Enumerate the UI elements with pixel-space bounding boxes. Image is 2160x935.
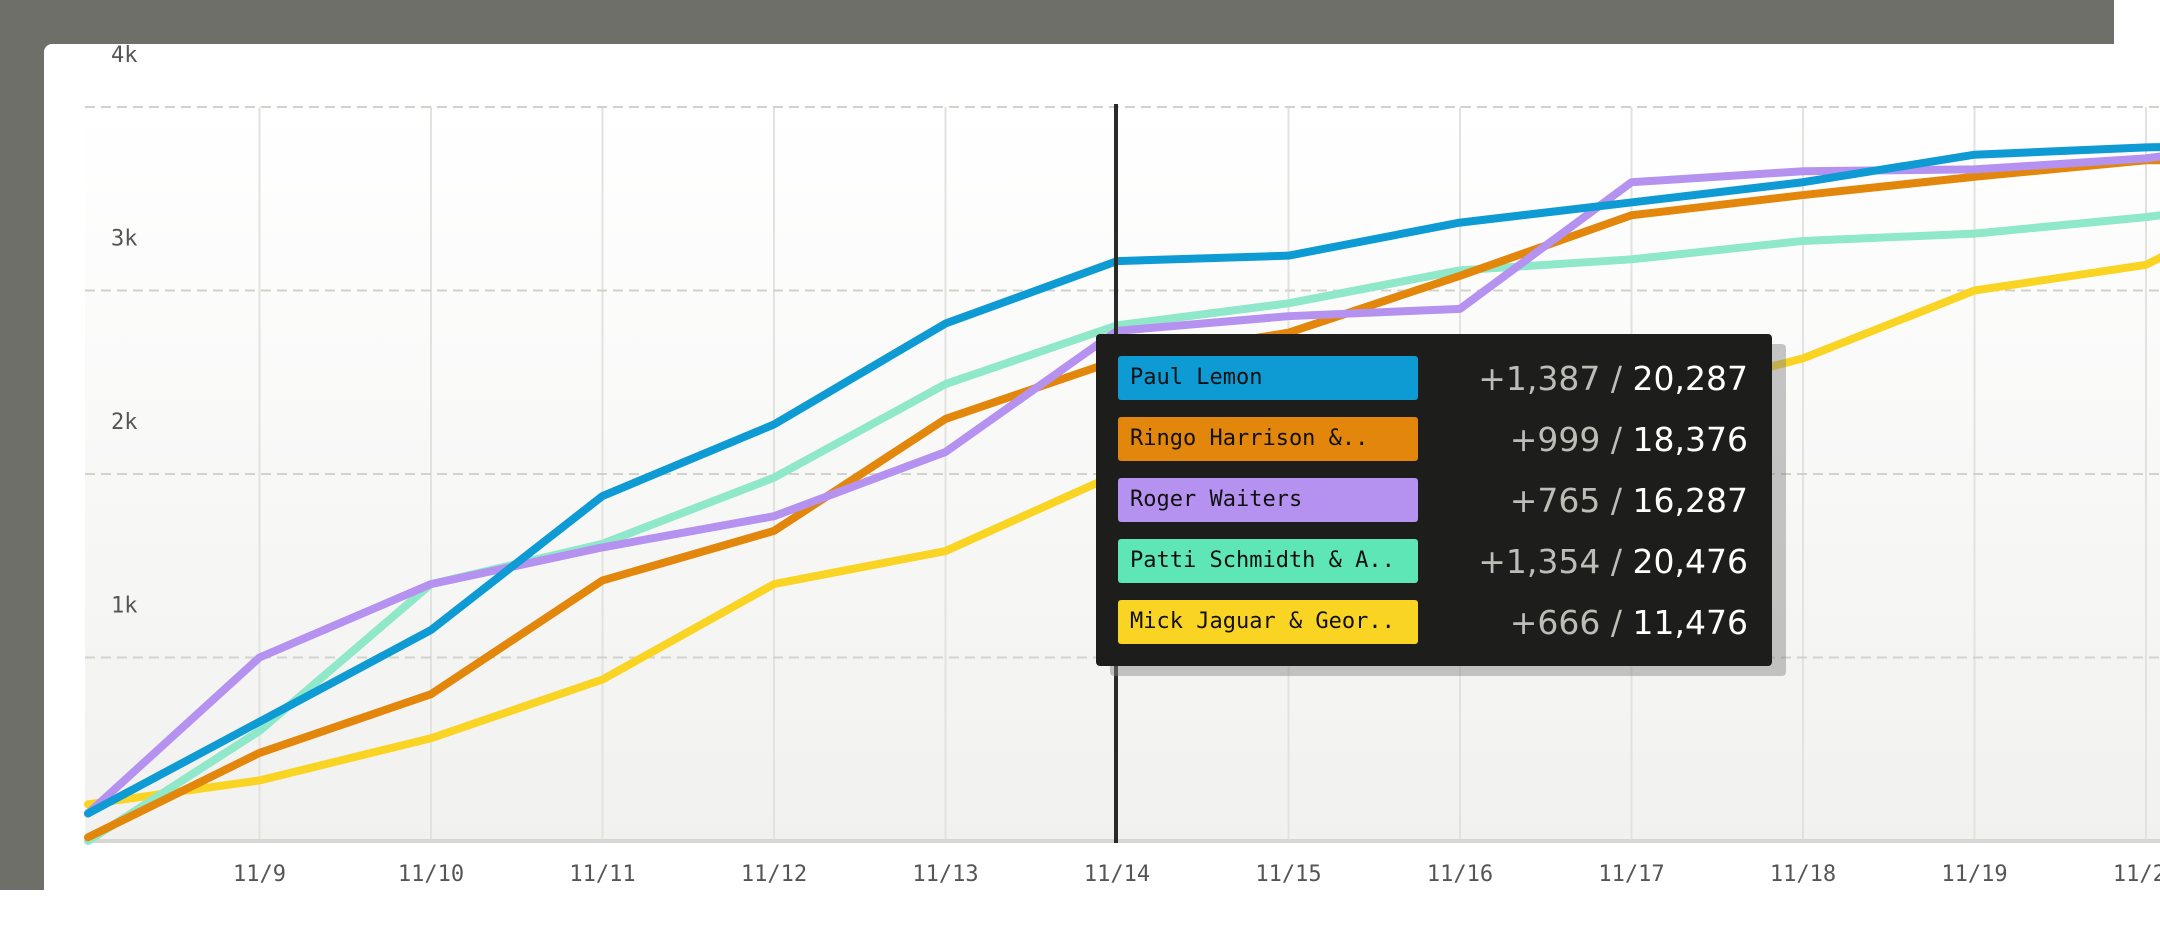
y-tick-label: 2k xyxy=(111,410,138,435)
series-name-badge: Patti Schmidth & A.. xyxy=(1118,539,1418,583)
x-tick-label: 11/13 xyxy=(912,862,978,887)
series-name-badge: Ringo Harrison &.. xyxy=(1118,417,1418,461)
chart-card: 1k 2k 3k 4k 11/9 11/10 11/11 11/12 11/13 11/14 11… xyxy=(44,44,2160,890)
x-tick-label: 11/9 xyxy=(233,862,286,887)
tooltip-row: Roger Waiters +765 / 16,287 xyxy=(1118,478,1748,522)
series-values: +666 / 11,476 xyxy=(1510,603,1748,642)
series-delta: +999 xyxy=(1509,419,1601,459)
tooltip-row: Paul Lemon +1,387 / 20,287 xyxy=(1118,356,1748,400)
series-line xyxy=(84,152,2160,818)
y-tick-label: 1k xyxy=(111,594,138,619)
hover-tooltip: Paul Lemon +1,387 / 20,287 Ringo Harriso… xyxy=(1096,334,1772,666)
x-tick-label: 11/18 xyxy=(1770,862,1836,887)
series-total: 20,476 xyxy=(1632,541,1748,581)
x-tick-label: 11/19 xyxy=(1941,862,2007,887)
y-axis: 1k 2k 3k 4k xyxy=(111,44,138,619)
x-tick-label: 11/12 xyxy=(741,862,807,887)
series-values: +1,387 / 20,287 xyxy=(1478,359,1748,398)
series-name-badge: Paul Lemon xyxy=(1118,356,1418,400)
tooltip-row: Ringo Harrison &.. +999 / 18,376 xyxy=(1118,417,1748,461)
x-tick-label: 11/15 xyxy=(1255,862,1321,887)
series-delta: +765 xyxy=(1509,480,1601,520)
x-tick-label: 11/10 xyxy=(398,862,464,887)
series-values: +999 / 18,376 xyxy=(1510,420,1748,459)
x-tick-label: 11/11 xyxy=(569,862,635,887)
tooltip-row: Mick Jaguar & Geor.. +666 / 11,476 xyxy=(1118,600,1748,644)
series-line xyxy=(84,143,2160,818)
x-axis: 11/9 11/10 11/11 11/12 11/13 11/14 11/15 11/16 1… xyxy=(233,862,2160,887)
value-separator: / xyxy=(1610,480,1623,520)
value-separator: / xyxy=(1610,358,1623,398)
y-tick-label: 3k xyxy=(111,227,138,252)
series-name-badge: Mick Jaguar & Geor.. xyxy=(1118,600,1418,644)
series-values: +765 / 16,287 xyxy=(1510,481,1748,520)
x-tick-label: 11/20 xyxy=(2113,862,2160,887)
series-total: 18,376 xyxy=(1632,419,1748,459)
value-separator: / xyxy=(1610,419,1623,459)
y-tick-label: 4k xyxy=(111,44,138,68)
series-delta: +1,354 xyxy=(1478,541,1601,581)
value-separator: / xyxy=(1610,602,1623,642)
series-name-badge: Roger Waiters xyxy=(1118,478,1418,522)
x-tick-label: 11/17 xyxy=(1598,862,1664,887)
x-tick-label: 11/16 xyxy=(1427,862,1493,887)
series-total: 20,287 xyxy=(1632,358,1748,398)
value-separator: / xyxy=(1610,541,1623,581)
series-delta: +666 xyxy=(1509,602,1601,642)
tooltip-row: Patti Schmidth & A.. +1,354 / 20,476 xyxy=(1118,539,1748,583)
series-values: +1,354 / 20,476 xyxy=(1478,542,1748,581)
x-tick-label: 11/14 xyxy=(1084,862,1150,887)
series-total: 11,476 xyxy=(1632,602,1748,642)
series-delta: +1,387 xyxy=(1478,358,1601,398)
series-total: 16,287 xyxy=(1632,480,1748,520)
